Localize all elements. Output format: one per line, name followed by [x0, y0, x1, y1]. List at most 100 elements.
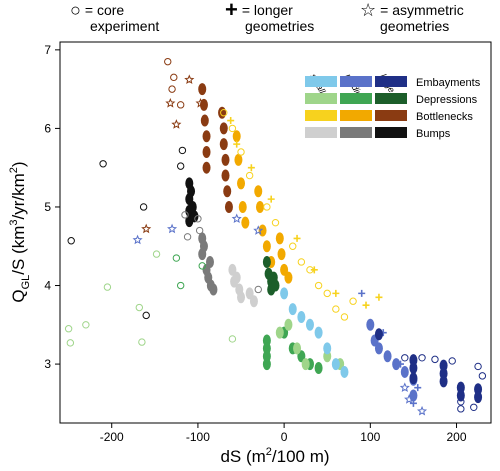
data-point — [194, 215, 202, 223]
data-point — [383, 350, 392, 363]
axis-ticks: -200 -100 0 100 200 3 4 5 6 7 — [44, 43, 467, 444]
data-point — [181, 211, 189, 219]
legend-label: Bottlenecks — [416, 111, 473, 123]
data-point — [439, 375, 448, 388]
data-point — [202, 145, 211, 158]
data-point — [233, 140, 241, 148]
data-points — [64, 57, 487, 416]
data-point — [172, 254, 181, 262]
data-point — [195, 97, 206, 108]
color-legend: smallmediumlargeEmbaymentsDepressionsBot… — [300, 70, 481, 162]
data-point — [249, 295, 258, 308]
data-point — [245, 171, 254, 180]
marker-key-longer: + = longer geometries — [225, 0, 375, 34]
data-point — [198, 262, 206, 270]
data-point — [417, 405, 428, 416]
data-point — [221, 169, 230, 182]
x-tick-label: -200 — [100, 430, 124, 444]
data-point — [404, 394, 415, 404]
data-point — [176, 101, 185, 109]
marker-key-core-text2: experiment — [90, 18, 160, 34]
data-point — [277, 248, 286, 261]
data-point — [168, 85, 176, 93]
data-point — [362, 301, 370, 309]
data-point — [396, 360, 404, 368]
x-tick-label: -100 — [186, 430, 210, 444]
data-point — [374, 342, 383, 355]
y-tick-label: 3 — [44, 357, 51, 371]
data-point — [314, 326, 323, 339]
data-point — [474, 362, 482, 371]
data-point — [275, 326, 284, 339]
data-point — [400, 365, 409, 378]
marker-key-core: ○ = core experiment — [70, 1, 190, 34]
data-point — [297, 258, 306, 266]
data-point — [280, 287, 289, 300]
marker-key-longer-text2: geometries — [245, 18, 315, 34]
data-point — [176, 162, 185, 170]
marker-key-asym-text: = asymmetric — [380, 2, 464, 18]
marker-key-asym-text2: geometries — [380, 18, 450, 34]
x-tick-label: 200 — [447, 430, 467, 444]
data-point — [232, 130, 241, 143]
data-point — [448, 357, 456, 365]
data-point — [188, 200, 197, 213]
legend-swatch — [305, 93, 337, 104]
data-point — [228, 335, 237, 343]
data-point — [409, 372, 418, 385]
data-point — [165, 97, 176, 108]
data-point — [82, 321, 90, 329]
data-point — [374, 328, 383, 341]
x-tick-label: 100 — [360, 430, 380, 444]
y-tick-label: 4 — [44, 279, 51, 293]
data-point — [138, 338, 146, 346]
data-point — [293, 342, 302, 355]
data-point — [209, 283, 218, 296]
data-point — [474, 391, 483, 404]
data-point — [183, 233, 192, 241]
y-axis-label: QGL/S (km3/yr/km2) — [8, 161, 32, 302]
data-point — [231, 213, 242, 224]
data-point — [237, 291, 246, 304]
plot-frame — [59, 41, 492, 424]
data-point — [234, 153, 243, 166]
marker-key-longer-text: = longer — [241, 2, 293, 18]
legend-swatch — [305, 127, 337, 138]
star-marker-icon: ☆ — [360, 0, 377, 20]
data-point — [478, 372, 487, 380]
data-point — [220, 109, 228, 117]
data-point — [271, 218, 280, 227]
data-point — [284, 318, 293, 331]
data-point — [200, 114, 209, 127]
data-point — [167, 223, 178, 234]
data-point — [219, 138, 228, 151]
marker-key-core-text: = core — [84, 2, 125, 18]
data-point — [164, 57, 172, 66]
data-point — [288, 303, 297, 316]
data-point — [284, 271, 293, 284]
data-point — [457, 405, 465, 413]
data-point — [340, 313, 349, 321]
data-point — [258, 224, 267, 237]
y-tick-label: 6 — [44, 121, 51, 135]
data-point — [66, 339, 75, 347]
data-point — [331, 358, 340, 371]
legend-swatch — [305, 110, 337, 121]
data-point — [332, 289, 340, 297]
data-point — [409, 399, 417, 407]
legend-label: Embayments — [416, 77, 481, 89]
data-point — [267, 195, 275, 203]
data-point — [323, 289, 331, 298]
data-point — [195, 226, 204, 235]
data-point — [198, 83, 207, 96]
legend-swatch — [305, 76, 337, 87]
data-point — [64, 325, 73, 333]
legend-swatch — [340, 93, 372, 104]
data-point — [237, 177, 246, 190]
data-point — [301, 358, 310, 371]
data-point — [227, 117, 235, 125]
data-point — [418, 354, 426, 362]
data-point — [67, 237, 75, 245]
data-point — [314, 281, 323, 290]
